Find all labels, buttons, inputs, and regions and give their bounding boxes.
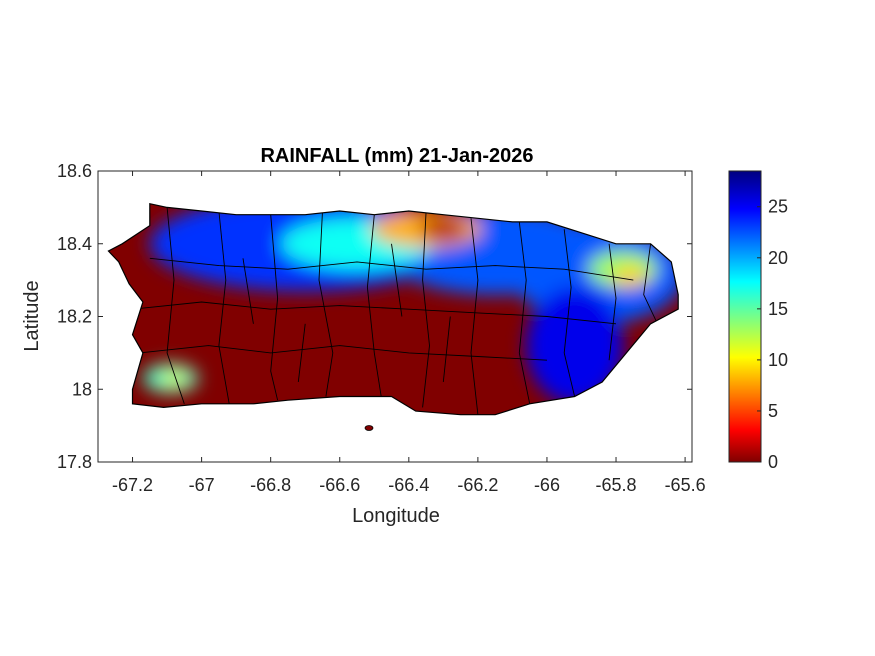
- municipality-boundary-4: [218, 210, 230, 404]
- y-tick-label: 18.4: [57, 234, 92, 254]
- x-axis-label: Longitude: [352, 505, 440, 527]
- rainfall-cell-10: [160, 371, 188, 386]
- y-tick-label: 18: [72, 379, 92, 399]
- x-tick-label: -66: [534, 475, 560, 495]
- colorbar-gradient: [728, 170, 762, 463]
- rainfall-cell-6: [419, 218, 468, 241]
- municipality-boundary-11: [563, 229, 576, 397]
- colorbar-tick-label: 15: [768, 299, 788, 319]
- x-tick-label: -66.6: [319, 475, 360, 495]
- colorbar-tick-label: 5: [768, 401, 778, 421]
- x-tick-label: -67.2: [112, 475, 153, 495]
- municipality-boundary-6: [318, 210, 334, 397]
- x-tick-label: -66.8: [250, 475, 291, 495]
- municipality-boundary-17: [297, 323, 306, 383]
- municipality-boundary-9: [470, 218, 479, 415]
- y-tick-label: 17.8: [57, 452, 92, 472]
- rainfall-field: [142, 203, 679, 404]
- colorbar-tick-label: 20: [768, 248, 788, 268]
- x-tick-label: -65.8: [596, 475, 637, 495]
- municipality-boundary-7: [366, 214, 382, 397]
- colorbar-ticks: 0 5 10 15 20 25: [757, 197, 788, 472]
- colorbar-tick-label: 25: [768, 197, 788, 217]
- y-tick-label: 18.2: [57, 307, 92, 327]
- x-tick-label: -65.6: [665, 475, 706, 495]
- municipality-boundary-0: [132, 301, 617, 325]
- municipality-boundary-5: [270, 214, 279, 401]
- x-tick-label: -66.4: [388, 475, 429, 495]
- y-tick-label: 18.6: [57, 161, 92, 181]
- municipality-boundary-13: [643, 243, 658, 324]
- x-axis-ticks: -67.2 -67 -66.8 -66.6 -66.4 -66.2 -66 -65.8 -65.…: [112, 171, 706, 495]
- municipality-boundary-14: [242, 258, 254, 324]
- y-axis-ticks: 17.8 18 18.2 18.4 18.6: [57, 161, 692, 472]
- x-tick-label: -67: [189, 475, 215, 495]
- y-axis-label: Latitude: [21, 280, 43, 351]
- municipality-boundaries: [132, 207, 658, 415]
- municipality-boundary-10: [518, 221, 531, 404]
- islet-shape: [364, 425, 374, 431]
- island-outline: [107, 202, 679, 416]
- municipality-boundary-3: [166, 207, 185, 404]
- municipality-boundary-1: [139, 345, 548, 361]
- map-layer: [107, 202, 679, 431]
- rainfall-cell-8: [612, 265, 648, 288]
- colorbar-tick-label: 0: [768, 452, 778, 472]
- municipality-boundary-2: [149, 257, 634, 281]
- x-tick-label: -66.2: [457, 475, 498, 495]
- municipality-boundary-16: [442, 316, 451, 383]
- colorbar: 0 5 10 15 20 25: [728, 170, 788, 472]
- map-title: RAINFALL (mm) 21-Jan-2026: [260, 145, 533, 167]
- municipality-boundary-15: [391, 243, 403, 317]
- municipality-boundary-8: [422, 210, 430, 408]
- colorbar-tick-label: 10: [768, 350, 788, 370]
- municipality-boundary-12: [608, 243, 617, 361]
